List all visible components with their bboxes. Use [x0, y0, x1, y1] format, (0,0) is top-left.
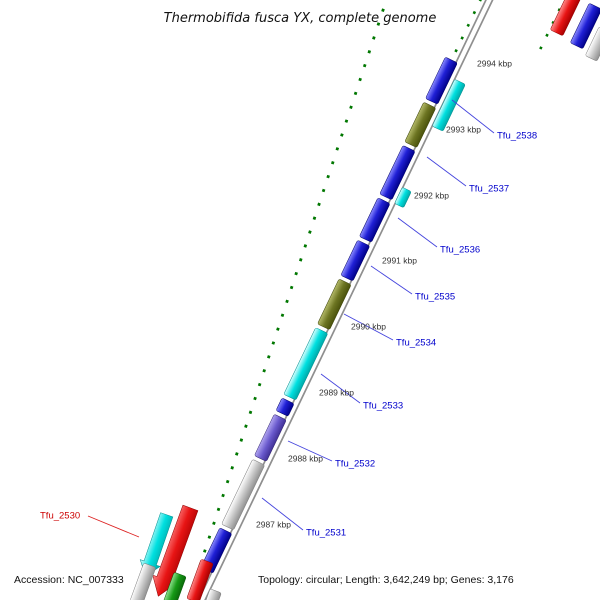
tick-label-2994: 2994 kbp [477, 58, 512, 68]
leader-tfu-2534 [343, 313, 394, 341]
leader-tfu-2533 [320, 373, 361, 404]
ruler-dotted-line [187, 0, 388, 600]
genome-track [167, 0, 510, 600]
tick-label-2993: 2993 kbp [446, 124, 481, 134]
tick-label-2992: 2992 kbp [414, 190, 449, 200]
gene-tfu-2537 [380, 145, 415, 200]
leader-tfu-2531 [261, 497, 304, 531]
tick-label-2987: 2987 kbp [256, 519, 291, 529]
gene-segment-blue-b [276, 398, 294, 416]
gene-segment-red-bottom [187, 559, 213, 600]
gene-segment-olive-b [405, 102, 436, 148]
gene-tfu-2536 [359, 198, 390, 242]
leader-tfu-2537 [426, 156, 467, 187]
gene-segment-cyan-sliver [394, 187, 411, 208]
tick-label-2988: 2988 kbp [288, 453, 323, 463]
accession-text: Accession: NC_007333 [14, 574, 124, 586]
feature-label-tfu-2533[interactable]: Tfu_2533 [363, 401, 403, 412]
feature-label-tfu-2538[interactable]: Tfu_2538 [497, 131, 537, 142]
ruler-dots-top-segment [454, 0, 500, 53]
gene-segment-silver-bottom [130, 563, 156, 600]
genome-title: Thermobifida fusca YX, complete genome [164, 11, 437, 26]
label-leader-lines [261, 99, 495, 531]
feature-label-tfu-2534[interactable]: Tfu_2534 [396, 338, 436, 349]
gene-tfu-2534 [317, 279, 351, 330]
ruler-tick-labels: 2994 kbp 2993 kbp 2992 kbp 2991 kbp 2990… [256, 58, 512, 529]
ruler-dots-corner-segment [534, 0, 566, 59]
leader-tfu-2538 [451, 99, 495, 134]
topology-summary-text: Topology: circular; Length: 3,642,249 bp… [258, 574, 514, 586]
gene-tfu-2531 [221, 459, 265, 530]
gene-tfu-2535 [341, 240, 370, 281]
tick-label-2991: 2991 kbp [382, 255, 417, 265]
gene-segment-silver-bottom-2 [200, 589, 222, 600]
gene-tfu-2538 [425, 57, 458, 104]
gene-segment-cyan-reverse [432, 79, 466, 131]
feature-label-tfu-2535[interactable]: Tfu_2535 [415, 292, 455, 303]
feature-label-tfu-2532[interactable]: Tfu_2532 [335, 459, 375, 470]
gene-tfu-2533 [284, 327, 328, 400]
feature-label-tfu-2537[interactable]: Tfu_2537 [469, 184, 509, 195]
gene-arrow-tfu-2530 [152, 504, 199, 597]
gene-segment-silver-corner [585, 27, 600, 61]
gene-segment-blue-corner [570, 3, 600, 49]
leader-tfu-2536 [397, 217, 438, 248]
feature-label-tfu-2531[interactable]: Tfu_2531 [306, 528, 346, 539]
gene-segment-red-corner [550, 0, 582, 36]
tick-label-2990: 2990 kbp [351, 321, 386, 331]
leader-tfu-2535 [370, 265, 413, 295]
leader-tfu-2530 [87, 515, 140, 538]
feature-label-tfu-2530[interactable]: Tfu_2530 [40, 511, 80, 522]
feature-labels: Tfu_2538 Tfu_2537 Tfu_2536 Tfu_2535 Tfu_… [40, 131, 537, 539]
leader-tfu-2532 [287, 440, 333, 462]
gene-tfu-2532 [254, 414, 286, 462]
backbone-band [168, 0, 509, 600]
feature-label-tfu-2536[interactable]: Tfu_2536 [440, 245, 480, 256]
tick-label-2989: 2989 kbp [319, 387, 354, 397]
gene-segment-green-bottom [157, 572, 187, 600]
